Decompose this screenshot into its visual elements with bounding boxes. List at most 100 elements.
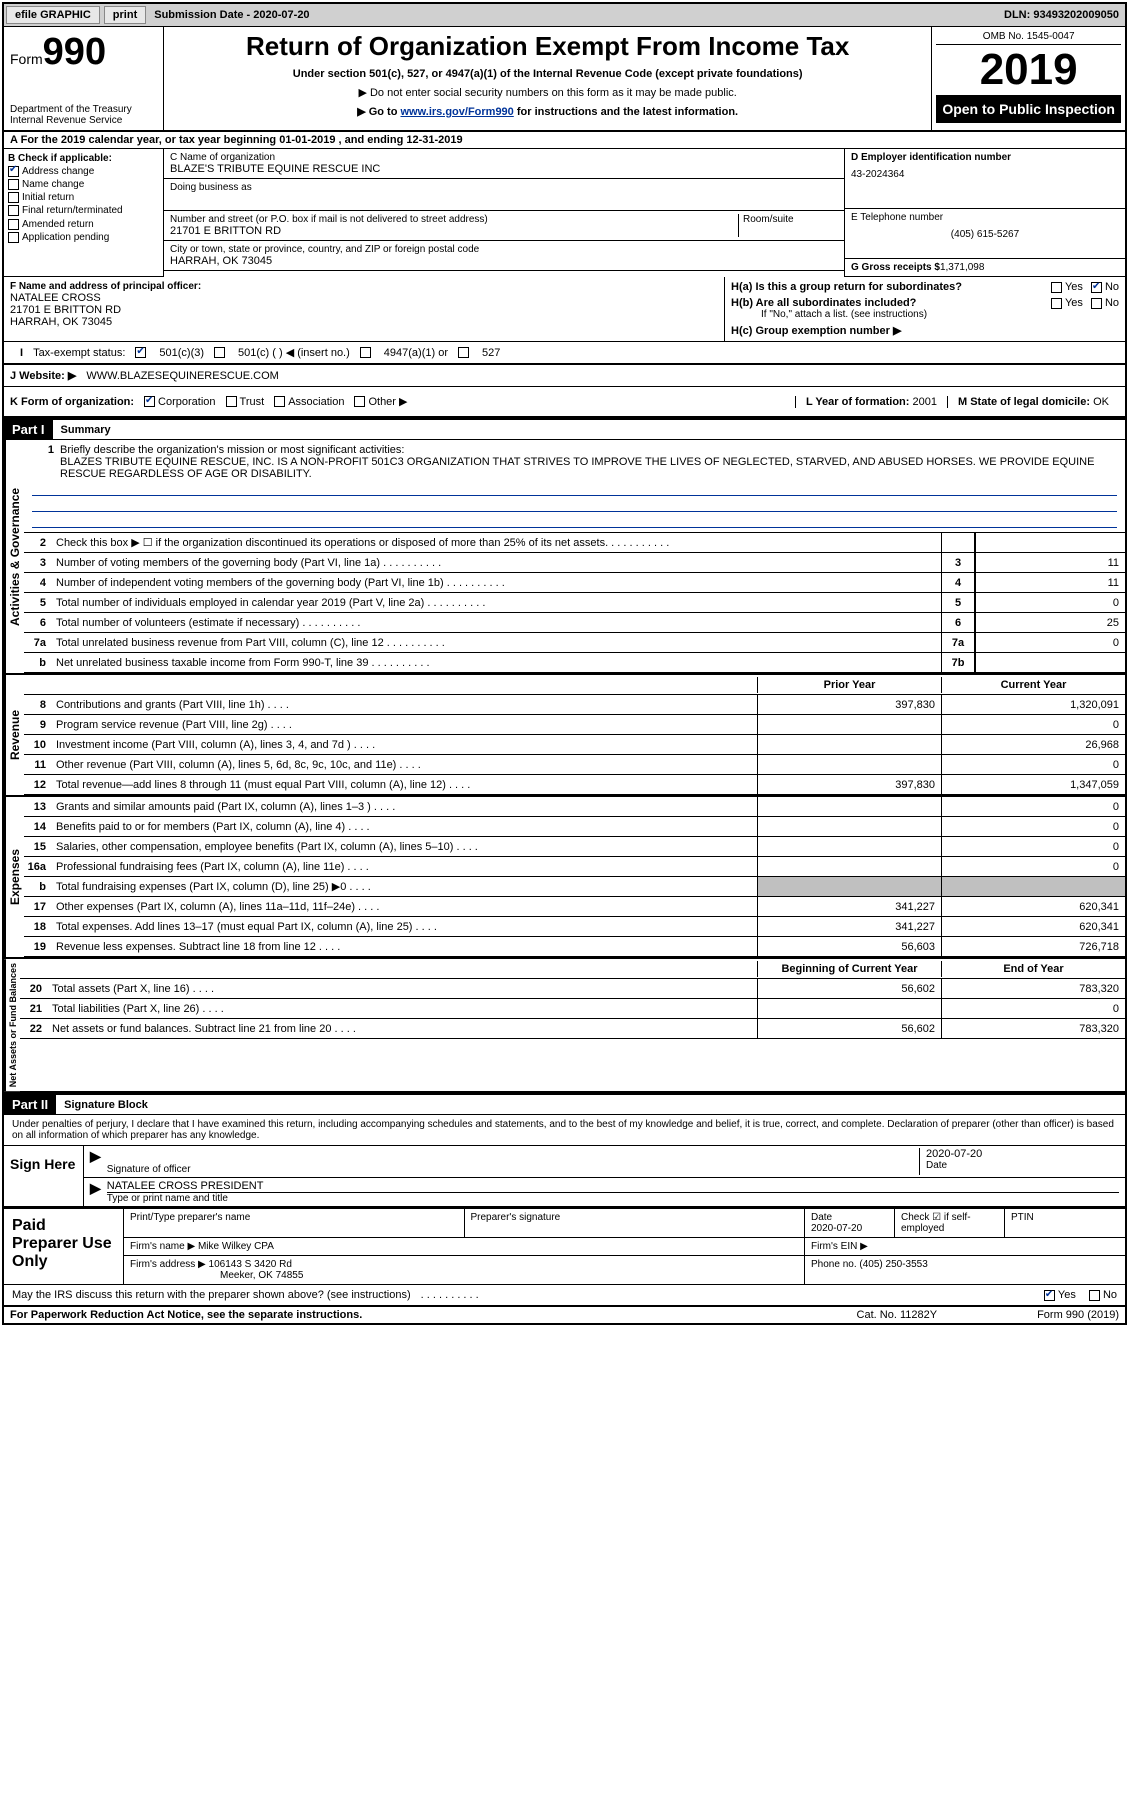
irs-link[interactable]: www.irs.gov/Form990 (401, 106, 514, 118)
tax-year: 2019 (936, 45, 1121, 95)
gross-receipts-box: G Gross receipts $1,371,098 (845, 259, 1125, 277)
section-a: A For the 2019 calendar year, or tax yea… (4, 132, 1125, 149)
ha-yes-checkbox[interactable] (1051, 282, 1062, 293)
k-form-row: K Form of organization: Corporation Trus… (4, 387, 1125, 418)
data-line: 16aProfessional fundraising fees (Part I… (24, 857, 1125, 877)
firm-phone: Phone no. (405) 250-3553 (805, 1256, 1125, 1284)
form-header: Form990 Department of the Treasury Inter… (4, 27, 1125, 132)
ha-no-checkbox[interactable] (1091, 282, 1102, 293)
subtitle-3: ▶ Go to www.irs.gov/Form990 for instruct… (168, 105, 927, 118)
gov-line: 2Check this box ▶ ☐ if the organization … (24, 533, 1125, 553)
gov-line: 3Number of voting members of the governi… (24, 553, 1125, 573)
data-line: bTotal fundraising expenses (Part IX, co… (24, 877, 1125, 897)
vtab-governance: Activities & Governance (4, 440, 24, 673)
gov-line: 7aTotal unrelated business revenue from … (24, 633, 1125, 653)
boxb-checkbox[interactable] (8, 232, 19, 243)
data-line: 15Salaries, other compensation, employee… (24, 837, 1125, 857)
address-box: Number and street (or P.O. box if mail i… (164, 211, 844, 241)
gov-line: 4Number of independent voting members of… (24, 573, 1125, 593)
sign-here-label: Sign Here (4, 1146, 84, 1206)
part2-header: Part II Signature Block (4, 1093, 1125, 1115)
data-line: 19Revenue less expenses. Subtract line 1… (24, 937, 1125, 957)
gov-line: 6Total number of volunteers (estimate if… (24, 613, 1125, 633)
boxb-label: Name change (22, 179, 84, 190)
501c-checkbox[interactable] (214, 347, 225, 358)
vtab-expenses: Expenses (4, 797, 24, 957)
data-line: 17Other expenses (Part IX, column (A), l… (24, 897, 1125, 917)
hb-no-checkbox[interactable] (1091, 298, 1102, 309)
discuss-no-checkbox[interactable] (1089, 1290, 1100, 1301)
firm-ein: Firm's EIN ▶ (805, 1238, 1125, 1255)
data-line: 20Total assets (Part X, line 16) . . . .… (20, 979, 1125, 999)
boxb-label: Final return/terminated (22, 206, 123, 217)
boxb-checkbox[interactable] (8, 179, 19, 190)
hb-yes-checkbox[interactable] (1051, 298, 1062, 309)
form-title: Return of Organization Exempt From Incom… (168, 31, 927, 62)
data-line: 9Program service revenue (Part VIII, lin… (24, 715, 1125, 735)
corp-checkbox[interactable] (144, 396, 155, 407)
firm-address: Firm's address ▶ 106143 S 3420 Rd Meeker… (124, 1256, 805, 1284)
trust-checkbox[interactable] (226, 396, 237, 407)
vtab-netassets: Net Assets or Fund Balances (4, 959, 20, 1091)
subtitle-1: Under section 501(c), 527, or 4947(a)(1)… (168, 68, 927, 80)
ein-box: D Employer identification number 43-2024… (845, 149, 1125, 209)
arrow-icon: ▶ (90, 1148, 101, 1175)
boxb-checkbox[interactable] (8, 205, 19, 216)
data-line: 18Total expenses. Add lines 13–17 (must … (24, 917, 1125, 937)
open-public-badge: Open to Public Inspection (936, 95, 1121, 123)
assoc-checkbox[interactable] (274, 396, 285, 407)
preparer-date: Date2020-07-20 (805, 1209, 895, 1237)
vtab-revenue: Revenue (4, 675, 24, 795)
submission-date-label: Submission Date - 2020-07-20 (148, 9, 315, 21)
part1-header: Part I Summary (4, 418, 1125, 440)
dln-label: DLN: 93493202009050 (1004, 9, 1125, 21)
firm-name: Firm's name ▶ Mike Wilkey CPA (124, 1238, 805, 1255)
page-footer: For Paperwork Reduction Act Notice, see … (4, 1305, 1125, 1323)
arrow-icon: ▶ (90, 1180, 101, 1204)
print-button[interactable]: print (104, 6, 146, 24)
501c3-checkbox[interactable] (135, 347, 146, 358)
dept-irs: Internal Revenue Service (10, 115, 157, 126)
data-line: 21Total liabilities (Part X, line 26) . … (20, 999, 1125, 1019)
self-employed-check: Check ☑ if self-employed (895, 1209, 1005, 1237)
box-b-checkboxes: B Check if applicable: Address changeNam… (4, 149, 164, 277)
4947-checkbox[interactable] (360, 347, 371, 358)
ptin-hdr: PTIN (1005, 1209, 1125, 1237)
preparer-sig-hdr: Preparer's signature (465, 1209, 806, 1237)
website-row: J Website: ▶ WWW.BLAZESEQUINERESCUE.COM (4, 364, 1125, 387)
data-line: 13Grants and similar amounts paid (Part … (24, 797, 1125, 817)
data-line: 22Net assets or fund balances. Subtract … (20, 1019, 1125, 1039)
discuss-yes-checkbox[interactable] (1044, 1290, 1055, 1301)
group-return-box: H(a) Is this a group return for subordin… (725, 277, 1125, 341)
gov-line: bNet unrelated business taxable income f… (24, 653, 1125, 673)
dept-treasury: Department of the Treasury (10, 104, 157, 115)
col-header-row: Prior Year Current Year (24, 675, 1125, 695)
subtitle-2: ▶ Do not enter social security numbers o… (168, 86, 927, 99)
other-checkbox[interactable] (354, 396, 365, 407)
data-line: 11Other revenue (Part VIII, column (A), … (24, 755, 1125, 775)
boxb-label: Initial return (22, 192, 74, 203)
boxb-label: Application pending (22, 232, 109, 243)
city-box: City or town, state or province, country… (164, 241, 844, 271)
data-line: 8Contributions and grants (Part VIII, li… (24, 695, 1125, 715)
discuss-row: May the IRS discuss this return with the… (4, 1284, 1125, 1305)
form-number: Form990 (10, 31, 157, 74)
net-header-row: Beginning of Current Year End of Year (20, 959, 1125, 979)
preparer-name-hdr: Print/Type preparer's name (124, 1209, 465, 1237)
boxb-checkbox[interactable] (8, 219, 19, 230)
527-checkbox[interactable] (458, 347, 469, 358)
boxb-label: Amended return (22, 219, 94, 230)
telephone-box: E Telephone number (405) 615-5267 (845, 209, 1125, 259)
org-name-box: C Name of organization BLAZE'S TRIBUTE E… (164, 149, 844, 179)
mission-box: 1Briefly describe the organization's mis… (24, 440, 1125, 533)
data-line: 14Benefits paid to or for members (Part … (24, 817, 1125, 837)
omb-number: OMB No. 1545-0047 (936, 31, 1121, 45)
boxb-checkbox[interactable] (8, 192, 19, 203)
paid-preparer-label: Paid Preparer Use Only (4, 1209, 124, 1284)
officer-box: F Name and address of principal officer:… (4, 277, 725, 341)
data-line: 10Investment income (Part VIII, column (… (24, 735, 1125, 755)
boxb-checkbox[interactable] (8, 166, 19, 177)
efile-button[interactable]: efile GRAPHIC (6, 6, 100, 24)
dba-box: Doing business as (164, 179, 844, 211)
tax-status-row: I Tax-exempt status: 501(c)(3) 501(c) ( … (4, 342, 1125, 364)
